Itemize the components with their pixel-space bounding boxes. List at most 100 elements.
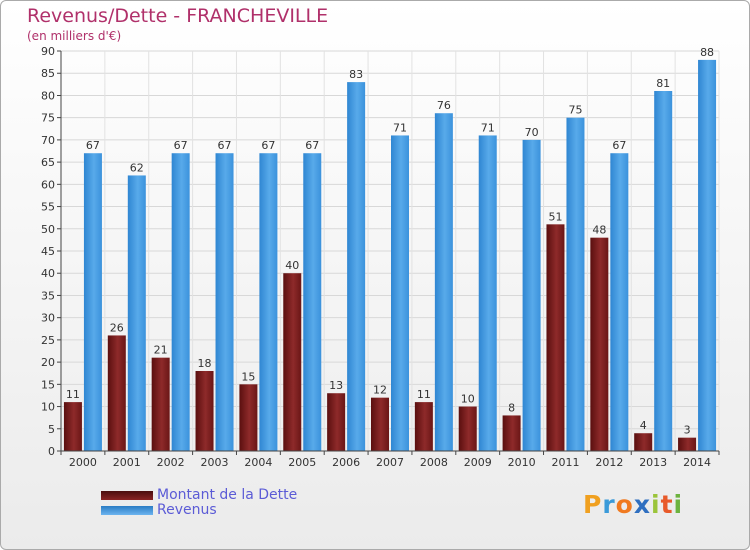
- logo-letter: P: [583, 490, 603, 519]
- bars: [63, 59, 717, 452]
- x-tick-label: 2014: [683, 456, 711, 469]
- data-label-dette: 11: [66, 388, 80, 401]
- data-label-revenus: 88: [700, 46, 714, 59]
- bar-revenus: [303, 153, 322, 451]
- legend-swatch-dette: [101, 491, 153, 500]
- x-tick-label: 2001: [113, 456, 141, 469]
- data-label-dette: 3: [684, 424, 691, 437]
- bar-dette: [634, 433, 653, 451]
- bar-revenus: [434, 113, 453, 451]
- x-tick-label: 2006: [332, 456, 360, 469]
- bar-dette: [590, 237, 609, 451]
- bar-revenus: [654, 91, 673, 451]
- bar-revenus: [610, 153, 629, 451]
- bar-revenus: [347, 82, 366, 451]
- bar-dette: [195, 371, 214, 451]
- bar-revenus: [215, 153, 234, 451]
- data-label-dette: 11: [417, 388, 431, 401]
- bar-revenus: [478, 135, 497, 451]
- data-label-dette: 51: [548, 210, 562, 223]
- y-tick-label: 55: [41, 201, 55, 214]
- data-label-revenus: 71: [481, 121, 495, 134]
- chart-subtitle: (en milliers d'€): [27, 29, 122, 43]
- data-label-revenus: 67: [261, 139, 275, 152]
- x-tick-label: 2011: [551, 456, 579, 469]
- y-tick-label: 5: [48, 423, 55, 436]
- x-tick-label: 2013: [639, 456, 667, 469]
- data-label-dette: 13: [329, 379, 343, 392]
- y-tick-label: 70: [41, 134, 55, 147]
- logo-letter: o: [615, 490, 634, 519]
- x-tick-label: 2004: [244, 456, 272, 469]
- data-label-dette: 4: [640, 419, 647, 432]
- bar-revenus: [391, 135, 409, 451]
- bar-dette: [239, 384, 258, 451]
- proxiti-logo: Proxiti: [583, 490, 683, 519]
- legend-swatch-revenus: [101, 506, 153, 515]
- logo-letter: x: [633, 490, 651, 519]
- data-label-revenus: 81: [656, 77, 670, 90]
- x-tick-label: 2007: [376, 456, 404, 469]
- data-label-dette: 12: [373, 384, 387, 397]
- x-tick-label: 2009: [464, 456, 492, 469]
- y-tick-label: 65: [41, 156, 55, 169]
- axes: [57, 50, 720, 455]
- y-tick-label: 60: [41, 178, 55, 191]
- data-label-revenus: 67: [86, 139, 100, 152]
- data-label-revenus: 67: [612, 139, 626, 152]
- bar-dette: [414, 402, 433, 451]
- x-tick-label: 2003: [201, 456, 229, 469]
- y-tick-label: 15: [41, 378, 55, 391]
- data-label-revenus: 71: [393, 121, 407, 134]
- data-label-revenus: 83: [349, 68, 363, 81]
- bar-dette: [107, 335, 126, 451]
- data-label-revenus: 67: [218, 139, 232, 152]
- bar-revenus: [83, 153, 102, 451]
- y-tick-label: 90: [41, 45, 55, 58]
- bar-revenus: [171, 153, 190, 451]
- y-tick-label: 10: [41, 401, 55, 414]
- y-tick-label: 80: [41, 89, 55, 102]
- y-tick-label: 30: [41, 312, 55, 325]
- data-label-dette: 18: [198, 357, 212, 370]
- data-label-dette: 15: [241, 370, 255, 383]
- data-label-revenus: 67: [305, 139, 319, 152]
- x-tick-label: 2012: [595, 456, 623, 469]
- data-label-revenus: 75: [568, 104, 582, 117]
- bar-dette: [283, 273, 302, 451]
- legend-label-revenus: Revenus: [157, 502, 217, 518]
- bar-revenus: [698, 59, 717, 452]
- bar-dette: [371, 397, 389, 451]
- bar-revenus: [259, 153, 278, 451]
- x-tick-label: 2005: [288, 456, 316, 469]
- data-label-revenus: 70: [525, 126, 539, 139]
- bar-revenus: [127, 175, 146, 451]
- data-label-dette: 21: [154, 344, 168, 357]
- bar-dette: [327, 393, 346, 451]
- logo-letter: i: [673, 490, 684, 519]
- y-tick-label: 75: [41, 112, 55, 125]
- y-tick-label: 35: [41, 289, 55, 302]
- data-label-revenus: 62: [130, 161, 144, 174]
- data-label-dette: 10: [461, 393, 475, 406]
- tick-labels: 0 5 10 15 20 25 30 35 40 45 50 55 60 65 70 75 80 85 90 11 67…: [41, 45, 714, 469]
- data-label-dette: 40: [285, 259, 299, 272]
- y-tick-label: 45: [41, 245, 55, 258]
- x-tick-label: 2008: [420, 456, 448, 469]
- bar-dette: [502, 415, 521, 451]
- bar-dette: [151, 357, 170, 451]
- logo-letter: t: [660, 490, 674, 519]
- bar-dette: [63, 402, 82, 451]
- legend-label-dette: Montant de la Dette: [157, 487, 298, 503]
- data-label-dette: 48: [592, 224, 606, 237]
- y-tick-label: 85: [41, 67, 55, 80]
- x-tick-label: 2000: [69, 456, 97, 469]
- logo-letter: r: [602, 490, 616, 519]
- bar-revenus: [566, 117, 585, 452]
- y-tick-label: 50: [41, 223, 55, 236]
- y-tick-label: 0: [48, 445, 55, 458]
- bar-dette: [678, 437, 697, 451]
- data-label-revenus: 76: [437, 99, 451, 112]
- x-tick-label: 2002: [157, 456, 185, 469]
